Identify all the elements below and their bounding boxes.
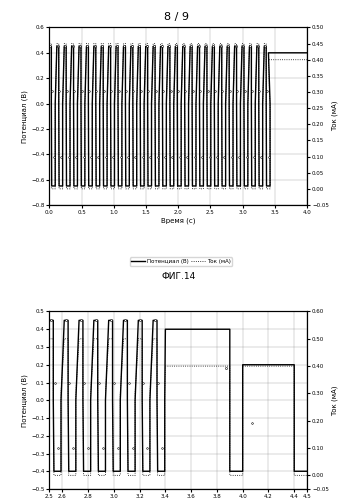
Ток (мА) — [125, 390, 130, 396]
Y-axis label: Ток (мА): Ток (мА) — [331, 385, 338, 416]
Ток (мА) — [305, 473, 309, 479]
Ток (мА) — [140, 336, 144, 342]
Ток (мА) — [47, 336, 52, 342]
Ток (мА) — [133, 390, 137, 396]
Y-axis label: Потенциал (В): Потенциал (В) — [22, 90, 28, 143]
Y-axis label: Потенциал (В): Потенциал (В) — [22, 374, 28, 427]
Ток (мА) — [123, 40, 127, 46]
Ток (мА) — [160, 105, 164, 111]
Потенциал (В) — [52, 468, 56, 474]
Line: Потенциал (В): Потенциал (В) — [49, 320, 307, 471]
Ток (мА) — [138, 105, 142, 111]
Line: Ток (мА): Ток (мА) — [49, 43, 307, 189]
Потенциал (В) — [49, 183, 54, 189]
Text: ФИГ.14: ФИГ.14 — [161, 272, 196, 281]
Потенциал (В) — [190, 183, 195, 189]
Ток (мА) — [149, 105, 154, 111]
Ток (мА) — [47, 40, 52, 46]
Y-axis label: Ток (мА): Ток (мА) — [331, 101, 338, 131]
Legend: Потенциал (В), Ток (мА): Потенциал (В), Ток (мА) — [130, 257, 232, 266]
Ток (мА) — [49, 186, 54, 192]
Ток (мА) — [155, 336, 159, 342]
Потенциал (В) — [47, 43, 52, 49]
Потенциал (В) — [305, 468, 309, 474]
Потенциал (В) — [160, 43, 164, 49]
Потенциал (В) — [96, 468, 101, 474]
Потенциал (В) — [125, 397, 130, 403]
Потенциал (В) — [47, 317, 52, 323]
Потенциал (В) — [51, 317, 55, 323]
Line: Ток (мА): Ток (мА) — [49, 339, 307, 476]
Потенциал (В) — [149, 100, 154, 106]
Ток (мА) — [190, 186, 195, 192]
X-axis label: Время (с): Время (с) — [161, 218, 196, 224]
Потенциал (В) — [305, 50, 309, 56]
Потенциал (В) — [133, 397, 137, 403]
Ток (мА) — [160, 40, 164, 46]
Ток (мА) — [52, 473, 56, 479]
Потенциал (В) — [140, 317, 144, 323]
Потенциал (В) — [123, 43, 127, 49]
Ток (мА) — [305, 57, 309, 63]
Ток (мА) — [51, 336, 55, 342]
Потенциал (В) — [138, 100, 142, 106]
Потенциал (В) — [160, 100, 164, 106]
Text: 8 / 9: 8 / 9 — [164, 12, 189, 22]
Ток (мА) — [96, 473, 101, 479]
Line: Потенциал (В): Потенциал (В) — [49, 46, 307, 186]
Потенциал (В) — [155, 317, 159, 323]
